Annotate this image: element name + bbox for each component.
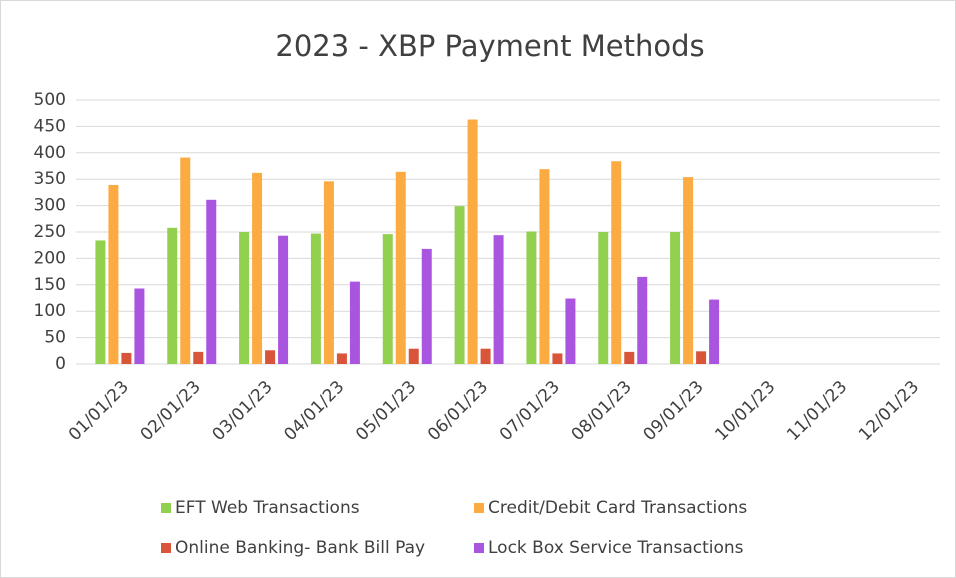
bar	[637, 276, 648, 364]
legend-label: Online Banking- Bank Bill Pay	[175, 538, 425, 558]
y-tick-label: 250	[34, 222, 66, 242]
y-tick-label: 150	[34, 275, 66, 295]
bar	[265, 350, 276, 364]
bar	[323, 181, 334, 364]
y-tick-label: 300	[34, 196, 66, 216]
y-tick-label: 100	[34, 301, 66, 321]
bar	[552, 353, 563, 364]
bar	[108, 185, 119, 364]
y-tick-label: 450	[34, 116, 66, 136]
bar	[670, 232, 681, 364]
bar	[421, 248, 432, 364]
bar	[349, 281, 360, 364]
bar	[454, 206, 465, 364]
bar	[480, 348, 491, 364]
bar	[134, 288, 145, 364]
bar	[252, 172, 263, 364]
bar	[493, 235, 504, 364]
legend-swatch	[161, 503, 171, 513]
legend-swatch	[474, 503, 484, 513]
y-tick-label: 400	[34, 143, 66, 163]
bar	[382, 234, 393, 364]
y-tick-label: 500	[34, 90, 66, 110]
bar	[206, 199, 217, 364]
bar	[709, 299, 720, 364]
y-tick-label: 350	[34, 169, 66, 189]
y-tick-label: 0	[55, 354, 66, 374]
bar	[565, 298, 576, 364]
legend-swatch	[474, 543, 484, 553]
bar	[95, 240, 106, 364]
bar	[395, 171, 406, 364]
legend-label: Credit/Debit Card Transactions	[488, 498, 747, 518]
bar	[526, 231, 537, 364]
bar	[683, 177, 694, 364]
bar	[278, 235, 289, 364]
bar	[180, 157, 191, 364]
bar	[193, 351, 204, 364]
bar	[598, 232, 609, 364]
bar	[408, 348, 419, 364]
bar	[467, 119, 478, 364]
bar	[167, 227, 178, 364]
chart-title: 2023 - XBP Payment Methods	[275, 29, 704, 63]
bar	[611, 161, 622, 364]
legend-label: EFT Web Transactions	[175, 498, 360, 518]
bar	[239, 232, 250, 364]
bar	[696, 351, 707, 364]
bar	[310, 233, 321, 364]
legend-label: Lock Box Service Transactions	[488, 538, 744, 558]
bar	[624, 351, 635, 364]
bar	[539, 169, 550, 364]
y-tick-label: 50	[44, 328, 66, 348]
bar	[121, 352, 132, 364]
bar	[336, 353, 347, 364]
legend-swatch	[161, 543, 171, 553]
y-tick-label: 200	[34, 248, 66, 268]
